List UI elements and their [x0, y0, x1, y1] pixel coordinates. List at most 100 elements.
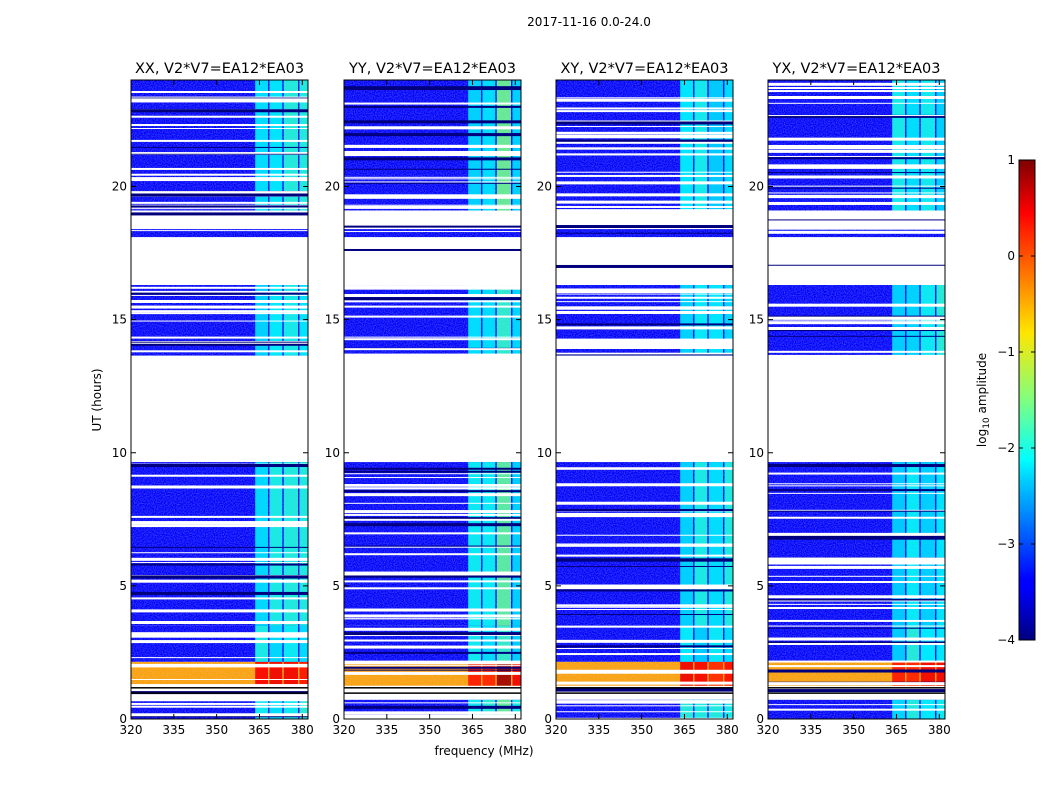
flagged-row: [344, 651, 521, 654]
colorbar-label: log10 amplitude: [975, 353, 992, 447]
flagged-row: [768, 219, 945, 221]
x-tick-label: 320: [757, 723, 780, 737]
x-tick-label: 365: [461, 723, 484, 737]
flagged-row: [131, 474, 308, 477]
panel-xx: XX, V2*V7=EA12*EA03 320 335 350 365 380 0 5 10 15…: [112, 61, 314, 737]
rfi-band: [680, 80, 694, 211]
y-tick-label: 0: [544, 712, 552, 726]
panel-title: XY, V2*V7=EA12*EA03: [560, 61, 728, 77]
flagged-row: [768, 149, 945, 153]
flagged-row: [131, 350, 308, 353]
flagged-row: [131, 178, 308, 182]
flagged-row: [131, 167, 308, 170]
flagged-row: [344, 353, 521, 357]
flagged-row: [768, 660, 945, 663]
rfi-band: [724, 285, 733, 356]
flagged-row: [556, 147, 733, 150]
y-tick-label: 5: [119, 579, 127, 593]
panel-title: XX, V2*V7=EA12*EA03: [135, 61, 304, 77]
flagged-row: [556, 705, 733, 707]
flagged-row: [556, 107, 733, 110]
colorbar-label-sub: 10: [982, 417, 992, 429]
y-tick-label: 15: [537, 313, 552, 327]
flagged-row: [344, 470, 521, 473]
y-tick-label: 0: [119, 712, 127, 726]
flagged-row: [768, 535, 945, 539]
flagged-row: [344, 477, 521, 479]
flagged-row: [131, 124, 308, 127]
colorbar-tick-label: 1: [1007, 153, 1015, 167]
rfi-band: [708, 285, 724, 356]
flagged-row: [344, 154, 521, 157]
flagged-row: [556, 242, 733, 246]
rfi-band: [496, 285, 512, 356]
rfi-band: [512, 699, 521, 719]
rfi-band: [482, 285, 496, 356]
flagged-row: [131, 563, 308, 566]
flagged-row: [768, 665, 945, 668]
flagged-row: [556, 296, 733, 299]
rfi-band: [724, 699, 733, 719]
panel-title: YX, V2*V7=EA12*EA03: [771, 61, 940, 77]
flagged-row: [131, 312, 308, 315]
y-tick-label: 15: [112, 313, 127, 327]
flagged-row: [344, 181, 521, 183]
flagged-row: [344, 627, 521, 631]
flagged-row: [768, 509, 945, 511]
flagged-row: [556, 171, 733, 173]
flagged-row: [768, 704, 945, 706]
flagged-row: [131, 96, 308, 98]
flagged-row: [556, 467, 733, 470]
flagged-row: [556, 625, 733, 628]
rfi-band: [283, 462, 299, 626]
flagged-row: [556, 501, 733, 505]
flagged-row: [556, 131, 733, 134]
flagged-row: [344, 687, 521, 689]
flagged-row: [344, 486, 521, 488]
flagged-row: [556, 558, 733, 562]
flagged-row: [131, 591, 308, 595]
flagged-row: [344, 571, 521, 575]
flagged-row: [131, 485, 308, 489]
flagged-row: [131, 115, 308, 118]
flagged-row: [344, 645, 521, 649]
flagged-row: [344, 205, 521, 209]
flagged-row: [131, 343, 308, 346]
flagged-row: [344, 484, 521, 487]
rfi-band: [269, 625, 283, 662]
flagged-row: [131, 173, 308, 176]
flagged-row: [344, 176, 521, 178]
rfi-band: [512, 462, 521, 626]
flagged-row: [556, 700, 733, 704]
flagged-row: [556, 639, 733, 643]
flagged-row: [344, 105, 521, 108]
colorbar-label-suffix: amplitude: [975, 353, 989, 417]
flagged-row: [768, 472, 945, 475]
flagged-row: [768, 355, 945, 358]
flagged-row: [131, 464, 308, 468]
rfi-band: [708, 625, 724, 662]
flagged-row: [131, 698, 308, 702]
colorbar-tick-label: −4: [997, 633, 1015, 647]
flagged-row: [768, 230, 945, 234]
flagged-row: [344, 102, 521, 105]
x-tick-label: 380: [504, 723, 527, 737]
flagged-row: [768, 708, 945, 711]
flagged-row: [131, 223, 308, 227]
flagged-row: [556, 216, 733, 218]
flagged-row: [768, 599, 945, 601]
rfi-band: [724, 661, 733, 686]
flagged-row: [556, 669, 733, 673]
flagged-row: [344, 248, 521, 251]
x-tick-label: 350: [418, 723, 441, 737]
flagged-row: [131, 657, 308, 659]
flagged-row: [131, 679, 308, 681]
flagged-row: [768, 641, 945, 644]
x-tick-label: 335: [587, 723, 610, 737]
x-tick-label: 320: [545, 723, 568, 737]
y-tick-label: 20: [537, 180, 552, 194]
flagged-row: [131, 692, 308, 694]
x-tick-label: 335: [375, 723, 398, 737]
rfi-band: [694, 80, 708, 211]
y-tick-label: 15: [325, 313, 340, 327]
